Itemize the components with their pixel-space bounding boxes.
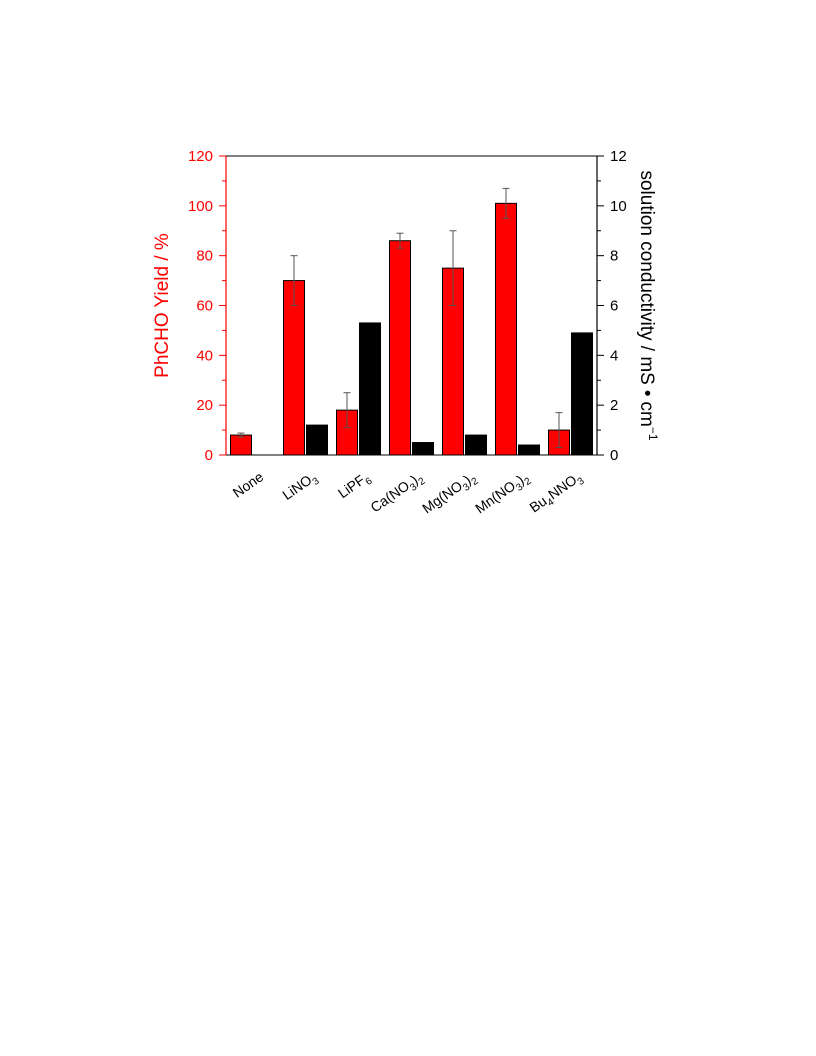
left-tick-label: 40: [196, 347, 213, 364]
yield-bars: [230, 202, 570, 456]
left-tick-label: 20: [196, 397, 213, 414]
left-tick-label: 100: [188, 198, 213, 215]
plot-frame: [225, 155, 598, 456]
x-tick-label: Bu4NNO3: [526, 468, 586, 519]
conductivity-bar: [306, 424, 328, 456]
right-tick-label: 10: [610, 198, 627, 215]
right-tick-label: 6: [610, 298, 618, 315]
left-tick-label: 80: [196, 248, 213, 265]
x-tick-label-subscript: 3: [461, 481, 472, 493]
right-tick-label: 4: [610, 347, 618, 364]
x-tick-label-subscript: 3: [408, 481, 419, 493]
conductivity-bars: [306, 322, 593, 456]
x-tick-label: Ca(NO3)2: [367, 468, 427, 519]
axis-labels: PhCHO Yield / % solution conductivity / …: [152, 170, 660, 440]
x-tick-label-part: LiNO: [279, 471, 314, 502]
right-y-axis: 0 2 4 6 8 10 12: [596, 148, 627, 464]
x-tick-label-subscript: 6: [364, 475, 375, 487]
x-tick-label-subscript: 3: [514, 481, 525, 493]
left-axis-label: PhCHO Yield / %: [152, 233, 173, 378]
x-tick-label-part: NNO: [545, 471, 580, 502]
x-tick-label-subscript: 2: [470, 475, 481, 487]
left-tick-label: 120: [188, 148, 213, 165]
x-tick-label-part: None: [230, 468, 267, 500]
x-tick-label-part: LiPF: [335, 472, 368, 502]
right-tick-label: 12: [610, 148, 627, 165]
right-axis-label-dot: •: [636, 390, 657, 397]
x-tick-label-subscript: 2: [417, 475, 428, 487]
x-tick-label-part: Bu: [526, 493, 549, 516]
conductivity-bar: [412, 442, 434, 456]
error-bars: [237, 187, 563, 449]
x-tick-label-subscript: 3: [576, 475, 587, 487]
conductivity-bar: [359, 322, 381, 456]
left-tick-label: 60: [196, 298, 213, 315]
plot-area: [225, 155, 598, 456]
right-axis-label-main: solution conductivity / mS: [636, 170, 657, 384]
x-tick-label: LiPF6: [335, 468, 375, 504]
conductivity-bar: [571, 332, 593, 456]
x-tick-label-part: Ca(NO: [367, 477, 412, 515]
x-tick-label: None: [230, 468, 267, 500]
yield-bar: [495, 202, 517, 456]
x-tick-label-subscript: 3: [311, 475, 322, 487]
right-axis-label-sup: −1: [646, 427, 660, 441]
x-tick-label-subscript: 4: [546, 497, 557, 509]
conductivity-bar: [465, 434, 487, 456]
conductivity-bar: [518, 444, 540, 456]
x-tick-label: LiNO3: [279, 468, 322, 506]
x-axis: None LiNO3 LiPF6Ca(NO3)2Mg(NO3)2Mn(NO3)2Bu…: [230, 468, 587, 520]
x-tick-label: Mg(NO3)2: [419, 468, 481, 520]
right-axis-label: solution conductivity / mS • cm−1: [636, 170, 660, 440]
right-tick-label: 8: [610, 248, 618, 265]
right-tick-label: 0: [610, 447, 618, 464]
yield-bar: [283, 280, 305, 456]
right-tick-label: 2: [610, 397, 618, 414]
left-y-axis: 0 20 40 60 80 100 120: [188, 148, 227, 464]
left-tick-label: 0: [205, 447, 213, 464]
right-axis-label-unit: cm: [636, 402, 657, 427]
yield-bar: [389, 240, 411, 456]
x-tick-label-subscript: 2: [523, 475, 534, 487]
x-tick-label: Mn(NO3)2: [472, 468, 534, 520]
yield-bar: [230, 434, 252, 456]
